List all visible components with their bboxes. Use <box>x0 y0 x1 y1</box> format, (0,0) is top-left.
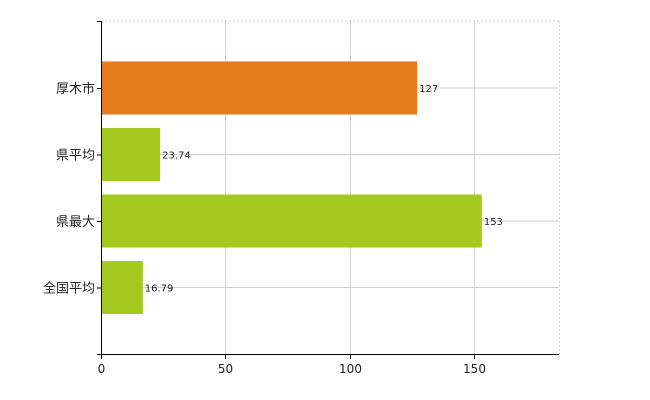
bar <box>102 194 482 248</box>
category-label: 県平均 <box>56 149 95 164</box>
data-label: 153 <box>484 217 503 228</box>
bar <box>102 61 418 115</box>
x-tick-label: 50 <box>218 362 233 376</box>
bar <box>102 128 161 181</box>
data-label: 127 <box>419 84 438 95</box>
category-label: 厚木市 <box>56 81 95 97</box>
x-tick-label: 100 <box>339 362 362 376</box>
category-label: 県最大 <box>56 215 95 230</box>
data-label: 16.79 <box>145 284 174 295</box>
bar <box>102 261 143 314</box>
x-tick-label: 0 <box>98 362 106 376</box>
category-label: 全国平均 <box>43 281 95 297</box>
bars <box>102 61 482 314</box>
axes <box>97 21 559 359</box>
x-tick-label: 150 <box>463 362 486 376</box>
data-label: 23.74 <box>162 151 191 162</box>
